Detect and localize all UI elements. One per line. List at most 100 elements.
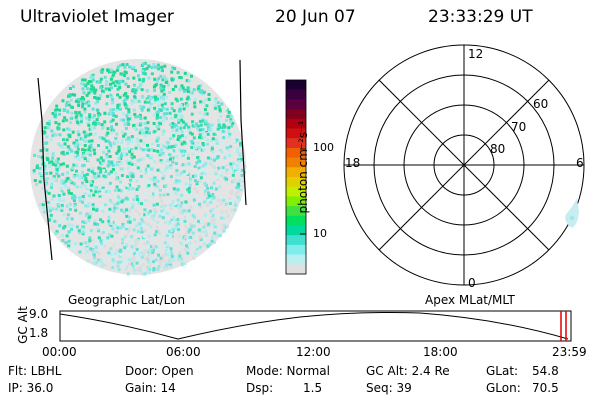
emission-pixel	[184, 135, 188, 139]
emission-pixel	[238, 151, 242, 155]
emission-pixel	[106, 199, 110, 203]
emission-pixel	[218, 198, 221, 202]
emission-pixel	[54, 163, 58, 167]
emission-pixel	[90, 238, 94, 242]
altitude-xtick-3: 18:00	[423, 345, 458, 359]
emission-pixel	[159, 83, 163, 87]
emission-pixel	[225, 171, 228, 175]
emission-pixel	[83, 221, 87, 224]
emission-pixel	[214, 126, 218, 130]
emission-pixel	[150, 196, 154, 200]
emission-pixel	[146, 255, 150, 259]
emission-pixel	[74, 208, 78, 212]
emission-pixel	[96, 158, 100, 162]
emission-pixel	[157, 265, 161, 268]
emission-pixel	[50, 201, 54, 205]
emission-pixel	[210, 216, 214, 220]
emission-pixel	[118, 95, 122, 99]
emission-pixel	[86, 82, 90, 86]
emission-pixel	[206, 156, 210, 160]
status-dsp-value: 1.5	[303, 381, 323, 395]
emission-pixel	[218, 148, 222, 152]
emission-pixel	[134, 200, 138, 204]
emission-pixel	[85, 173, 89, 176]
emission-pixel	[132, 228, 136, 232]
emission-pixel	[179, 114, 183, 118]
emission-pixel	[58, 219, 62, 223]
emission-pixel	[111, 163, 115, 167]
emission-pixel	[94, 186, 98, 190]
emission-pixel	[202, 90, 206, 94]
emission-pixel	[217, 120, 221, 123]
emission-pixel	[149, 96, 153, 100]
emission-pixel	[153, 245, 157, 249]
emission-pixel	[205, 153, 209, 157]
emission-pixel	[219, 141, 223, 144]
emission-pixel	[213, 231, 217, 235]
emission-pixel	[100, 242, 103, 246]
emission-pixel	[153, 106, 157, 110]
mlt-label-0: 0	[468, 276, 476, 290]
emission-pixel	[126, 184, 130, 188]
emission-pixel	[199, 205, 203, 209]
emission-pixel	[133, 91, 137, 95]
emission-pixel	[98, 260, 102, 263]
emission-pixel	[184, 190, 188, 194]
emission-pixel	[241, 182, 245, 185]
status-dsp-label: Dsp:	[246, 381, 274, 395]
emission-pixel	[109, 120, 113, 124]
emission-pixel	[87, 139, 91, 143]
emission-pixel	[153, 233, 157, 237]
emission-pixel	[163, 145, 167, 149]
emission-pixel	[80, 99, 84, 103]
emission-pixel	[121, 257, 125, 261]
emission-pixel	[83, 144, 87, 147]
emission-pixel	[239, 186, 243, 190]
colorbar-cell	[286, 225, 306, 236]
emission-pixel	[65, 151, 69, 155]
emission-pixel	[111, 98, 115, 102]
emission-pixel	[141, 79, 145, 83]
emission-pixel	[152, 260, 156, 264]
emission-pixel	[155, 139, 159, 143]
emission-pixel	[81, 155, 85, 159]
emission-pixel	[167, 145, 171, 149]
emission-pixel	[189, 222, 193, 226]
emission-pixel	[220, 216, 223, 220]
emission-pixel	[227, 110, 231, 114]
emission-pixel	[175, 128, 179, 132]
emission-pixel	[197, 159, 201, 163]
emission-pixel	[143, 61, 147, 65]
emission-pixel	[67, 188, 71, 192]
emission-pixel	[206, 138, 210, 142]
emission-pixel	[94, 190, 98, 194]
emission-pixel	[124, 126, 128, 130]
emission-pixel	[126, 247, 130, 251]
emission-pixel	[237, 159, 241, 163]
emission-pixel	[84, 138, 88, 142]
emission-pixel	[131, 149, 135, 153]
emission-pixel	[99, 160, 102, 164]
emission-pixel	[144, 167, 148, 171]
emission-pixel	[66, 110, 70, 114]
emission-pixel	[140, 88, 144, 92]
emission-pixel	[213, 225, 217, 229]
emission-pixel	[226, 214, 230, 218]
emission-pixel	[130, 262, 134, 266]
emission-pixel	[196, 156, 200, 159]
emission-pixel	[176, 218, 180, 222]
emission-pixel	[198, 119, 202, 123]
emission-pixel	[134, 88, 138, 92]
emission-pixel	[129, 178, 132, 182]
emission-pixel	[145, 67, 149, 71]
emission-pixel	[186, 95, 190, 99]
emission-pixel	[214, 99, 218, 103]
emission-pixel	[108, 162, 112, 166]
emission-pixel	[191, 174, 195, 178]
emission-pixel	[120, 208, 124, 212]
emission-pixel	[126, 166, 130, 170]
emission-pixel	[180, 259, 184, 263]
emission-pixel	[119, 161, 123, 165]
emission-pixel	[121, 130, 125, 134]
